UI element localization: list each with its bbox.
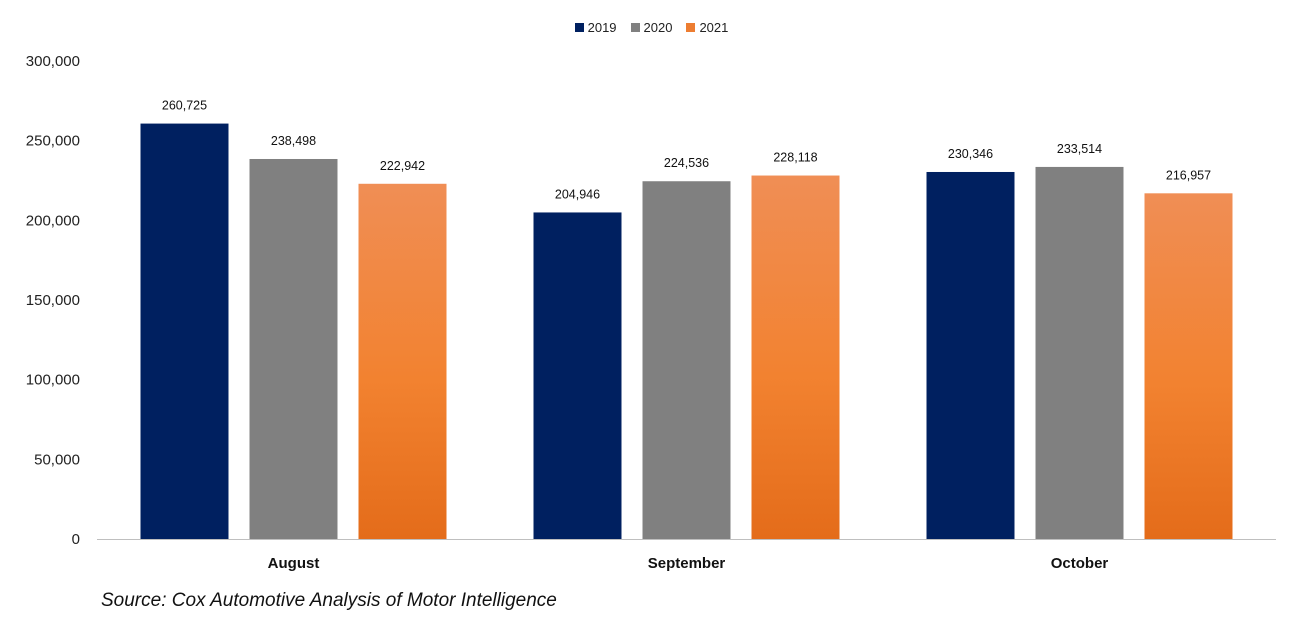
legend-item-2021: 2021	[686, 20, 728, 35]
bar-2020-september	[642, 181, 731, 539]
bar-2021-august	[358, 183, 447, 539]
bar-2020-august	[249, 158, 338, 540]
legend-label-2019: 2019	[587, 20, 617, 35]
legend: 2019 2020 2021	[0, 20, 1303, 35]
y-tick-label: 100,000	[26, 372, 80, 389]
y-tick-label: 200,000	[26, 212, 80, 229]
y-tick-label: 0	[72, 531, 80, 548]
bar-2021-october	[1144, 193, 1233, 539]
data-label-2021-august: 222,942	[380, 159, 425, 173]
bar-2020-october	[1035, 166, 1124, 539]
data-label-2021-september: 228,118	[773, 151, 817, 165]
legend-swatch-2019	[574, 23, 584, 32]
x-tick-label-september: September	[648, 555, 726, 572]
source-note: Source: Cox Automotive Analysis of Motor…	[101, 590, 557, 611]
legend-item-2020: 2020	[630, 20, 673, 35]
data-label-2020-october: 233,514	[1057, 142, 1102, 156]
y-axis: 0 50,000 100,000 150,000 200,000 250,000 300,0…	[26, 53, 80, 548]
bar-2019-august	[140, 123, 229, 540]
bars: 260,725 238,498 222,942 204,946 224,536 228,1…	[140, 99, 1233, 540]
bar-2019-october	[926, 171, 1015, 539]
y-tick-label: 50,000	[34, 451, 80, 468]
data-label-2019-august: 260,725	[162, 99, 207, 113]
legend-swatch-2020	[630, 23, 640, 32]
bar-2019-september	[533, 212, 622, 540]
data-label-2019-september: 204,946	[555, 187, 600, 201]
legend-item-2019: 2019	[574, 20, 617, 35]
legend-label-2021: 2021	[699, 20, 729, 35]
y-tick-label: 150,000	[26, 292, 80, 309]
data-label-2020-september: 224,536	[664, 156, 709, 170]
data-label-2019-october: 230,346	[948, 147, 993, 161]
legend-swatch-2021	[686, 23, 696, 32]
y-tick-label: 250,000	[26, 133, 80, 150]
x-tick-label-october: October	[1051, 555, 1109, 572]
bar-2021-september	[751, 175, 840, 539]
data-label-2020-august: 238,498	[271, 134, 316, 148]
y-tick-label: 300,000	[26, 53, 80, 70]
legend-label-2020: 2020	[643, 20, 673, 35]
x-tick-label-august: August	[268, 555, 320, 572]
x-axis: August September October	[97, 539, 1276, 572]
data-label-2021-october: 216,957	[1166, 168, 1211, 182]
